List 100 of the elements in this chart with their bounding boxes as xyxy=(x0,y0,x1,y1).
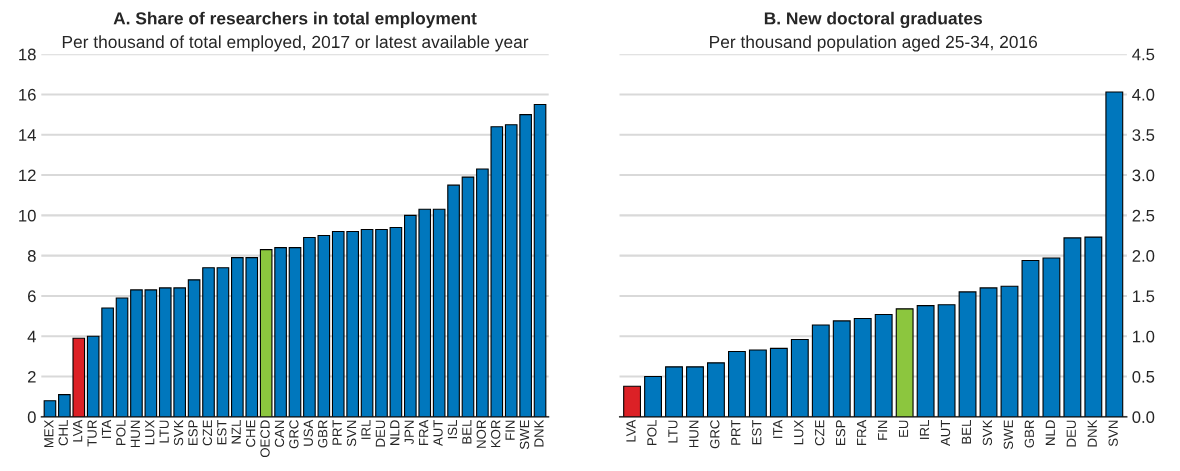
x-tick-label: SWE xyxy=(1003,420,1014,450)
bar xyxy=(790,338,809,417)
x-tick-label: CZE xyxy=(202,420,213,446)
bar xyxy=(748,349,767,417)
x-tick-label: SVK xyxy=(982,419,993,446)
bar xyxy=(1105,91,1124,417)
x-tick-label: POL xyxy=(647,420,657,445)
x-tick-label: LTU xyxy=(159,420,169,443)
chart-subtitle: Per thousand of total employed, 2017 or latest available year xyxy=(62,35,529,52)
y-tick-label: 12 xyxy=(19,169,36,182)
x-tick-label: ISL xyxy=(447,420,458,439)
x-tick-label: BEL xyxy=(961,420,971,444)
x-tick-label: FRA xyxy=(419,419,429,445)
x-tick-label: JPN xyxy=(404,420,414,445)
bar xyxy=(874,313,893,417)
y-tick-label: 0.5 xyxy=(1132,370,1155,383)
y-tick-label: 1.5 xyxy=(1133,290,1155,303)
x-tick-label: LVA xyxy=(626,419,636,442)
x-tick-label: NZL xyxy=(231,420,241,444)
x-tick-label: AUT xyxy=(940,419,951,446)
bar xyxy=(216,267,230,417)
bar xyxy=(360,228,374,417)
x-tick-label: NLD xyxy=(390,420,400,445)
y-tick-label: 4.5 xyxy=(1132,48,1155,61)
x-tick-label: IRL xyxy=(919,420,930,439)
x-tick-label: GRC xyxy=(710,420,720,449)
chart-title: A. Share of researchers in total employment xyxy=(113,11,477,28)
x-tick-label: GBR xyxy=(318,420,328,448)
x-tick-label: NOR xyxy=(476,420,486,448)
bar xyxy=(811,324,830,417)
x-tick-label: USA xyxy=(303,419,313,446)
bar xyxy=(686,366,704,417)
y-tick-label: 1.0 xyxy=(1133,330,1155,343)
y-tick-label: 3.5 xyxy=(1132,129,1155,141)
x-tick-label: CHL xyxy=(58,420,68,446)
x-tick-label: LUX xyxy=(794,419,804,445)
y-tick-label: 4 xyxy=(27,330,36,343)
y-tick-label: 0.0 xyxy=(1132,411,1155,424)
y-tick-label: 8 xyxy=(27,250,36,262)
y-tick-label: 6 xyxy=(28,290,36,303)
x-tick-label: SWE xyxy=(519,420,530,450)
bar xyxy=(644,375,662,417)
x-tick-label: GBR xyxy=(1024,420,1034,448)
bar xyxy=(727,350,746,417)
y-tick-label: 0 xyxy=(27,411,36,424)
bar xyxy=(115,297,129,417)
x-tick-label: HUN xyxy=(130,420,140,448)
x-tick-label: SVN xyxy=(1108,420,1118,447)
x-tick-label: EU xyxy=(898,420,909,437)
x-tick-label: LVA xyxy=(73,419,83,442)
x-tick-label: DNK xyxy=(534,419,544,447)
bar xyxy=(979,287,998,417)
x-tick-label: ESP xyxy=(188,420,198,445)
x-tick-label: NLD xyxy=(1045,420,1055,445)
bar xyxy=(1021,259,1040,417)
x-tick-label: EST xyxy=(217,419,227,445)
x-tick-label: PRT xyxy=(332,419,342,445)
bar xyxy=(1042,257,1061,417)
bar xyxy=(958,291,977,417)
x-tick-label: FRA xyxy=(857,419,867,445)
bar xyxy=(937,304,956,417)
bar xyxy=(769,347,788,417)
x-tick-label: IRL xyxy=(361,420,371,439)
bar xyxy=(43,400,57,417)
bar xyxy=(916,305,935,417)
x-tick-label: HUN xyxy=(689,420,699,448)
x-tick-label: DNK xyxy=(1087,419,1097,447)
x-tick-label: BEL xyxy=(462,420,472,444)
bar xyxy=(1084,236,1103,417)
x-tick-label: FIN xyxy=(505,420,515,440)
y-tick-label: 18 xyxy=(19,48,36,61)
x-tick-label: KOR xyxy=(491,420,501,448)
x-tick-label: DEU xyxy=(1066,420,1076,447)
x-tick-label: CAN xyxy=(274,420,285,447)
x-tick-label: ITA xyxy=(773,419,783,438)
x-tick-label: ITA xyxy=(101,419,112,438)
x-tick-label: SVK xyxy=(173,419,184,446)
x-tick-label: GRC xyxy=(289,420,299,449)
x-tick-label: LUX xyxy=(145,419,155,445)
bar xyxy=(1063,237,1082,417)
x-tick-label: OECD xyxy=(260,420,270,458)
chart-subtitle: Per thousand population aged 25-34, 2016 xyxy=(710,35,1038,52)
y-tick-label: 2.0 xyxy=(1132,250,1155,262)
x-tick-label: ESP xyxy=(835,420,846,445)
x-tick-label: DEU xyxy=(375,420,386,447)
bar xyxy=(707,362,725,417)
y-tick-label: 4.0 xyxy=(1132,88,1155,101)
y-tick-label: 14 xyxy=(19,129,36,141)
chart-title: B. New doctoral graduates xyxy=(764,11,982,29)
x-tick-label: MEX xyxy=(44,419,54,448)
x-tick-label: POL xyxy=(116,420,126,445)
bar xyxy=(461,176,475,417)
y-tick-label: 3.0 xyxy=(1132,169,1155,182)
bar xyxy=(832,320,851,417)
bar xyxy=(288,247,302,417)
bar xyxy=(853,317,872,417)
x-tick-label: PRT xyxy=(731,419,741,445)
x-tick-label: CHE xyxy=(245,420,256,447)
y-tick-label: 16 xyxy=(19,88,36,101)
x-tick-label: EST xyxy=(752,419,762,445)
